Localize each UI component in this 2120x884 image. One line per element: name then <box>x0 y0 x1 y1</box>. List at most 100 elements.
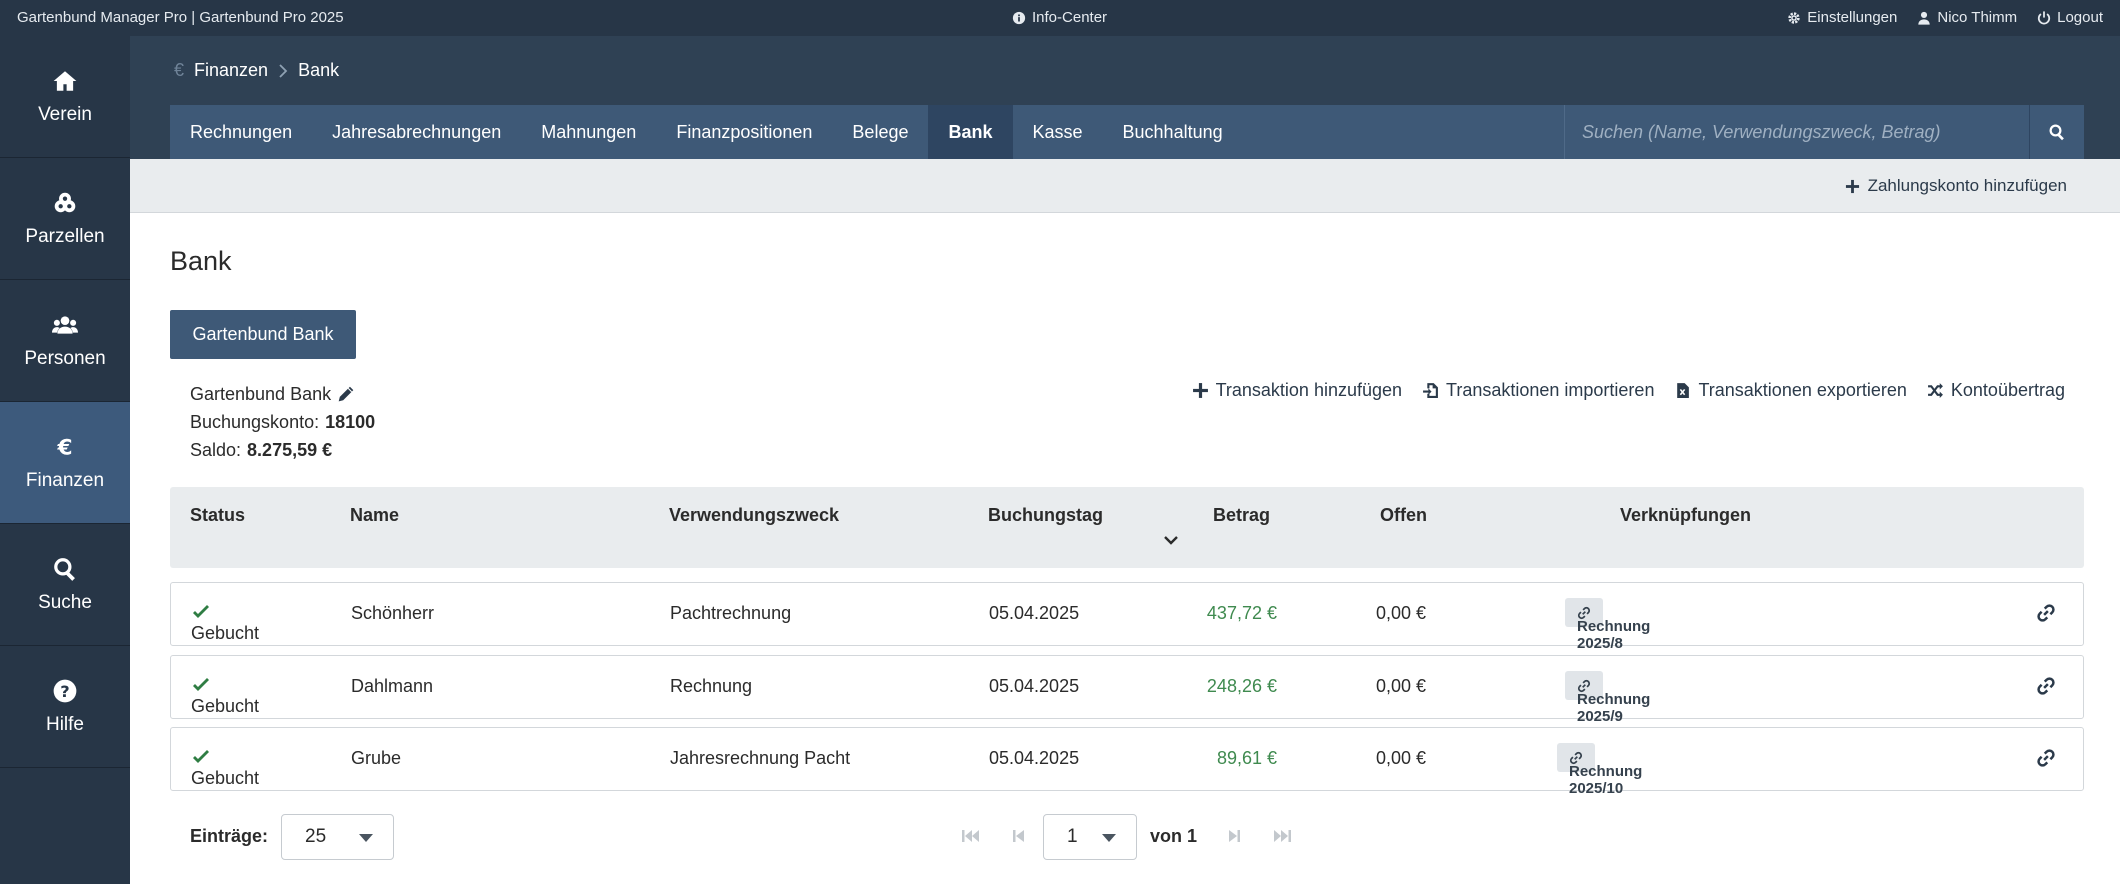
linked-invoice-badge[interactable]: Rechnung 2025/9 <box>1565 671 1650 725</box>
linked-invoice-badge[interactable]: Rechnung 2025/8 <box>1565 598 1650 652</box>
tab-rechnungen[interactable]: Rechnungen <box>190 121 293 142</box>
export-transactions-label: Transaktionen exportieren <box>1698 380 1907 400</box>
info-center-label: Info-Center <box>1032 9 1108 26</box>
column-header-name: Name <box>350 505 400 525</box>
last-page-button[interactable] <box>1271 825 1293 847</box>
sidebar-item-suche[interactable]: Suche <box>0 524 130 646</box>
linked-invoice-badge[interactable]: Rechnung 2025/10 <box>1557 743 1642 797</box>
entries-per-page-value: 25 <box>305 826 327 847</box>
column-header-date[interactable]: Buchungstag <box>988 505 1103 525</box>
sidebar-item-label: Hilfe <box>45 713 84 735</box>
booking-account-value: 18100 <box>325 412 376 432</box>
row-link-button[interactable] <box>2036 748 2056 768</box>
status-text: Gebucht <box>191 768 260 788</box>
link-icon <box>2037 677 2055 695</box>
logout-label: Logout <box>2057 9 2103 26</box>
breadcrumb: € Finanzen Bank <box>174 60 339 81</box>
booking-account-label: Buchungskonto: <box>190 412 320 432</box>
plus-icon <box>1845 179 1859 193</box>
search-bar <box>1564 105 2084 159</box>
balance-value: 8.275,59 € <box>247 440 333 460</box>
sidebar-item-finanzen[interactable]: € Finanzen <box>0 402 130 524</box>
search-input[interactable] <box>1564 105 2029 159</box>
import-transactions-button[interactable]: Transaktionen importieren <box>1422 380 1654 401</box>
amount-cell: 89,61 € <box>1216 748 1277 768</box>
linked-invoice-label: Rechnung 2025/8 <box>1577 618 1651 652</box>
page-select[interactable]: 1 <box>1043 814 1137 860</box>
link-icon <box>2037 604 2055 622</box>
status-cell: Gebucht <box>191 676 259 716</box>
account-selector-button[interactable]: Gartenbund Bank <box>170 310 356 359</box>
euro-icon: € <box>56 435 72 459</box>
sidebar-item-verein[interactable]: Verein <box>0 36 130 158</box>
next-page-button[interactable] <box>1223 825 1245 847</box>
search-icon <box>54 557 75 581</box>
sidebar-item-label: Verein <box>38 103 92 125</box>
sidebar-item-label: Suche <box>38 591 92 613</box>
chevron-down-icon[interactable] <box>1162 531 1180 549</box>
linked-invoice-label: Rechnung 2025/9 <box>1577 691 1651 725</box>
chevron-right-icon <box>279 63 288 78</box>
sidebar-item-hilfe[interactable]: ? Hilfe <box>0 646 130 768</box>
tab-mahnungen[interactable]: Mahnungen <box>541 121 637 142</box>
account-transfer-label: Kontoübertrag <box>1950 380 2065 400</box>
svg-text:?: ? <box>60 681 69 700</box>
user-menu[interactable]: Nico Thimm <box>1917 9 2017 26</box>
file-excel-icon <box>1677 383 1690 398</box>
check-icon <box>193 678 209 691</box>
account-info: Gartenbund Bank Buchungskonto: 18100 Sal… <box>190 380 375 464</box>
link-icon <box>2037 749 2055 767</box>
entries-per-page-select[interactable]: 25 <box>281 814 394 860</box>
tab-buchhaltung[interactable]: Buchhaltung <box>1122 121 1223 142</box>
amount-cell: 248,26 € <box>1206 676 1277 696</box>
tab-jahresabrechnungen[interactable]: Jahresabrechnungen <box>332 121 502 142</box>
export-transactions-button[interactable]: Transaktionen exportieren <box>1674 380 1907 401</box>
account-transfer-button[interactable]: Kontoübertrag <box>1927 380 2065 401</box>
page-select-value: 1 <box>1067 826 1078 847</box>
tab-bank[interactable]: Bank <box>928 105 1013 159</box>
sidebar-item-parzellen[interactable]: Parzellen <box>0 158 130 280</box>
column-header-purpose: Verwendungszweck <box>669 505 840 525</box>
first-page-icon <box>962 830 979 842</box>
page-count-label: von 1 <box>1150 826 1198 846</box>
shuffle-icon <box>1927 383 1943 398</box>
power-icon <box>2038 10 2051 24</box>
tab-kasse[interactable]: Kasse <box>1032 121 1083 142</box>
pencil-icon[interactable] <box>337 385 355 403</box>
logout-link[interactable]: Logout <box>2037 9 2103 26</box>
link-icon <box>1577 606 1591 619</box>
previous-page-button[interactable] <box>1008 825 1030 847</box>
name-cell: Dahlmann <box>351 676 434 696</box>
first-page-button[interactable] <box>960 825 982 847</box>
sidebar-item-personen[interactable]: Personen <box>0 280 130 402</box>
row-link-button[interactable] <box>2036 676 2056 696</box>
user-name: Nico Thimm <box>1937 9 2018 26</box>
tab-belege[interactable]: Belege <box>852 121 909 142</box>
search-button[interactable] <box>2029 105 2084 159</box>
page-title: Bank <box>170 246 232 276</box>
date-cell: 05.04.2025 <box>989 676 1080 696</box>
status-text: Gebucht <box>191 696 260 716</box>
tab-finanzpositionen[interactable]: Finanzpositionen <box>676 121 813 142</box>
status-text: Gebucht <box>191 623 260 643</box>
purpose-cell: Jahresrechnung Pacht <box>670 748 851 768</box>
top-bar: Gartenbund Manager Pro | Gartenbund Pro … <box>0 0 2120 36</box>
add-payment-account-button[interactable]: Zahlungskonto hinzufügen <box>1845 176 2067 196</box>
account-name: Gartenbund Bank <box>190 384 332 404</box>
info-center-link[interactable]: Info-Center <box>1012 9 1107 26</box>
table-row[interactable]: Gebucht Schönherr Pachtrechnung 05.04.20… <box>170 582 2084 652</box>
previous-page-icon <box>1013 830 1024 842</box>
breadcrumb-section[interactable]: Finanzen <box>194 60 269 80</box>
add-transaction-button[interactable]: Transaktion hinzufügen <box>1192 380 1402 401</box>
column-header-amount: Betrag <box>1213 505 1271 525</box>
check-icon <box>193 605 209 618</box>
name-cell: Schönherr <box>351 603 435 623</box>
sidebar-item-label: Parzellen <box>25 225 105 247</box>
settings-link[interactable]: Einstellungen <box>1787 9 1897 26</box>
row-link-button[interactable] <box>2036 603 2056 623</box>
balance-label: Saldo: <box>190 440 242 460</box>
table-row[interactable]: Gebucht Dahlmann Rechnung 05.04.2025 248… <box>170 655 2084 725</box>
table-row[interactable]: Gebucht Grube Jahresrechnung Pacht 05.04… <box>170 727 2084 797</box>
gear-icon <box>1788 11 1800 24</box>
last-page-icon <box>1274 830 1291 842</box>
